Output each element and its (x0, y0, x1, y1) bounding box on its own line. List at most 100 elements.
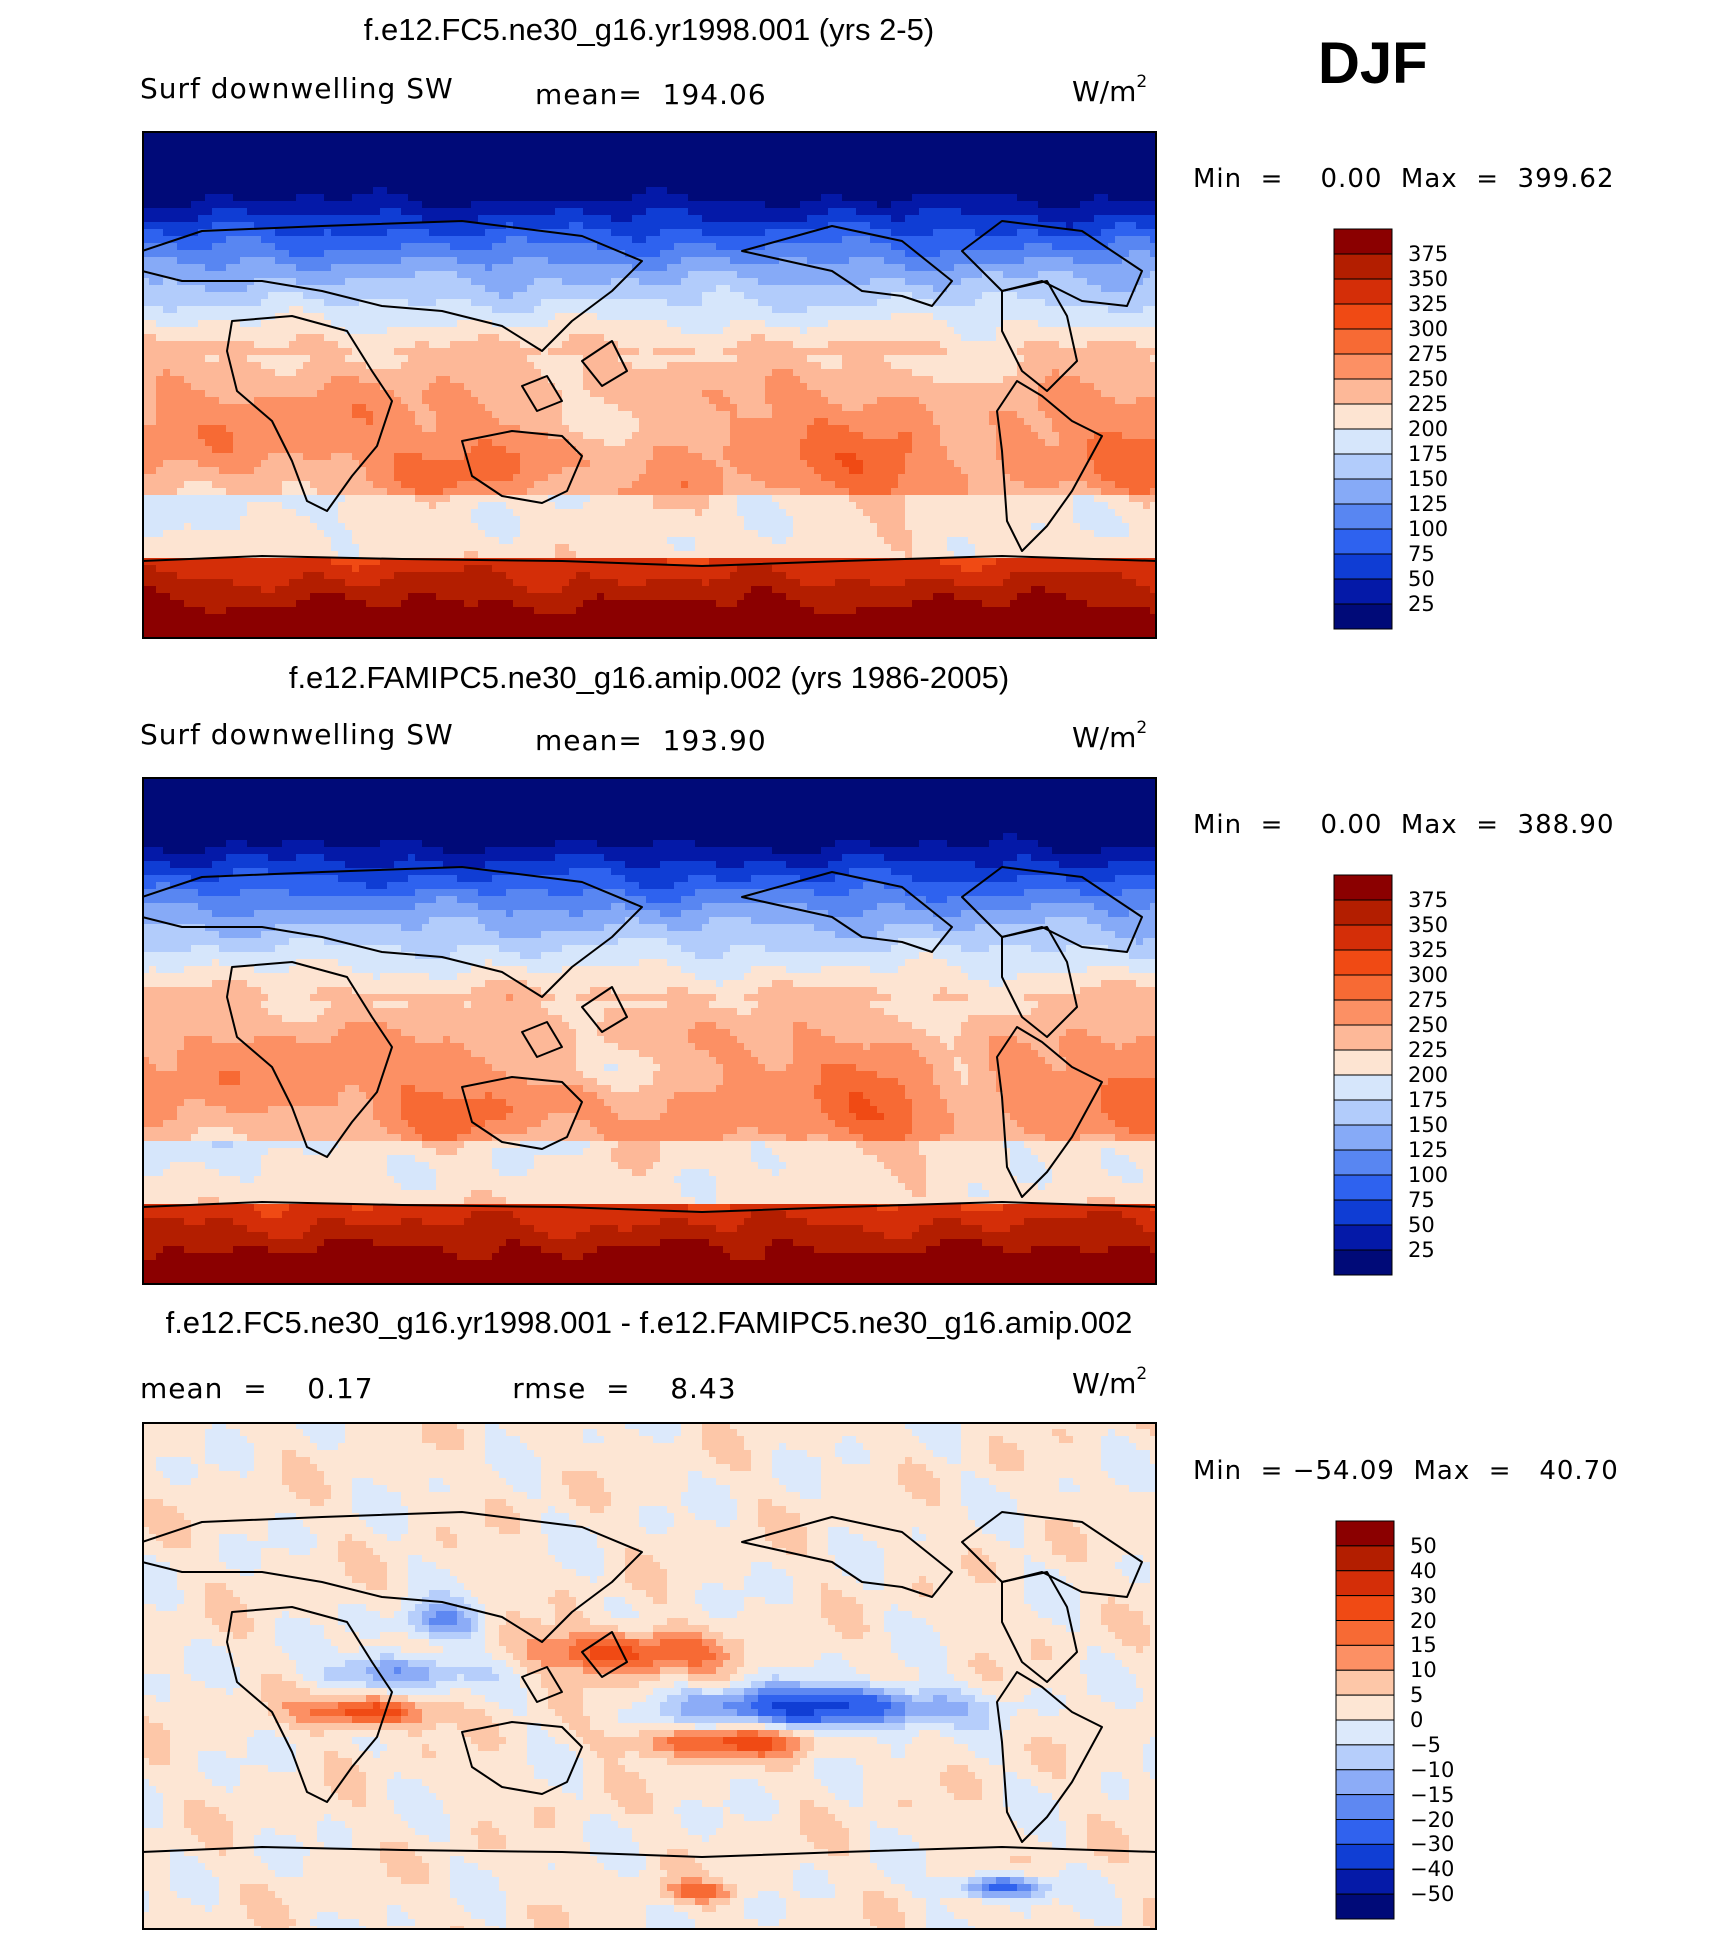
map-cell (947, 145, 955, 153)
map-cell (898, 299, 906, 307)
map-cell (877, 278, 885, 286)
map-cell (975, 362, 983, 370)
map-cell (534, 201, 542, 209)
map-cell (513, 194, 521, 202)
map-cell (653, 187, 661, 195)
map-cell (184, 229, 192, 237)
map-cell (863, 313, 871, 321)
map-cell (205, 215, 213, 223)
map-cell (814, 313, 822, 321)
map-cell (527, 138, 535, 146)
map-cell (331, 299, 339, 307)
map-cell (422, 299, 430, 307)
map-cell (709, 208, 717, 216)
map-cell (527, 320, 535, 328)
map-cell (1045, 355, 1053, 363)
map-cell (611, 208, 619, 216)
map-cell (688, 306, 696, 314)
map-cell (919, 313, 927, 321)
map-cell (835, 173, 843, 181)
map-cell (310, 341, 318, 349)
map-cell (583, 145, 591, 153)
map-cell (611, 292, 619, 300)
map-cell (737, 173, 745, 181)
panel-title: f.e12.FC5.ne30_g16.yr1998.001 (yrs 2-5) (364, 12, 934, 48)
map-cell (366, 341, 374, 349)
map-cell (940, 327, 948, 335)
map-cell (597, 285, 605, 293)
map-cell (1129, 215, 1137, 223)
map-cell (212, 173, 220, 181)
map-cell (345, 201, 353, 209)
map-cell (954, 271, 962, 279)
map-cell (429, 166, 437, 174)
map-cell (191, 215, 199, 223)
map-cell (331, 369, 339, 377)
map-cell (1031, 271, 1039, 279)
map-cell (800, 187, 808, 195)
map-cell (205, 334, 213, 342)
map-cell (499, 229, 507, 237)
map-cell (989, 145, 997, 153)
map-cell (821, 138, 829, 146)
map-cell (331, 187, 339, 195)
map-cell (660, 327, 668, 335)
map-cell (1129, 138, 1137, 146)
map-cell (660, 306, 668, 314)
map-cell (674, 306, 682, 314)
map-cell (884, 138, 892, 146)
map-cell (177, 145, 185, 153)
map-cell (688, 180, 696, 188)
map-cell (842, 236, 850, 244)
map-cell (422, 278, 430, 286)
map-cell (968, 145, 976, 153)
map-cell (541, 201, 549, 209)
map-cell (555, 271, 563, 279)
map-cell (506, 278, 514, 286)
map-cell (912, 306, 920, 314)
map-cell (401, 180, 409, 188)
map-cell (282, 271, 290, 279)
map-cell (954, 264, 962, 272)
map-cell (1024, 222, 1032, 230)
map-cell (1080, 306, 1088, 314)
map-cell (828, 299, 836, 307)
map-cell (807, 292, 815, 300)
map-cell (646, 180, 654, 188)
map-cell (590, 299, 598, 307)
map-cell (1129, 250, 1137, 258)
map-cell (478, 271, 486, 279)
map-cell (912, 327, 920, 335)
map-cell (576, 306, 584, 314)
map-cell (751, 327, 759, 335)
map-cell (254, 194, 262, 202)
map-cell (877, 229, 885, 237)
map-cell (408, 194, 416, 202)
map-cell (1094, 327, 1102, 335)
map-cell (1066, 166, 1074, 174)
map-cell (247, 299, 255, 307)
map-cell (380, 208, 388, 216)
map-cell (905, 180, 913, 188)
map-cell (583, 250, 591, 258)
map-cell (646, 215, 654, 223)
map-cell (737, 285, 745, 293)
map-cell (758, 292, 766, 300)
map-cell (954, 355, 962, 363)
map-cell (366, 145, 374, 153)
map-cell (590, 271, 598, 279)
map-cell (275, 348, 283, 356)
map-cell (233, 236, 241, 244)
map-cell (982, 285, 990, 293)
map-cell (940, 229, 948, 237)
map-cell (261, 271, 269, 279)
map-cell (758, 362, 766, 370)
map-cell (373, 285, 381, 293)
map-cell (793, 152, 801, 160)
map-cell (849, 250, 857, 258)
map-cell (611, 271, 619, 279)
map-cell (961, 187, 969, 195)
map-cell (947, 236, 955, 244)
map-cell (807, 166, 815, 174)
map-cell (597, 306, 605, 314)
